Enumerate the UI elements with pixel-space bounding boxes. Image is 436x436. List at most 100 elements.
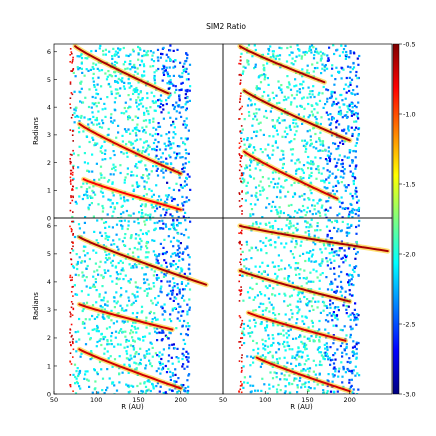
disc-speckle (321, 52, 325, 55)
disc-speckle (169, 262, 172, 265)
disc-speckle (240, 131, 243, 134)
inner-edge-mark (238, 390, 240, 392)
disc-speckle (298, 379, 301, 382)
disc-speckle (259, 129, 262, 132)
disc-speckle (344, 140, 347, 143)
disc-speckle (184, 228, 188, 231)
disc-speckle (132, 347, 136, 350)
disc-speckle (355, 240, 358, 244)
disc-speckle (99, 165, 103, 168)
disc-speckle (267, 47, 270, 51)
disc-speckle (87, 123, 90, 126)
disc-speckle (345, 234, 349, 237)
disc-speckle (150, 342, 153, 345)
disc-speckle (295, 84, 298, 87)
inner-edge-mark (69, 315, 72, 318)
inner-edge-mark (238, 341, 240, 343)
disc-speckle (115, 277, 118, 280)
disc-speckle (174, 368, 177, 371)
disc-speckle (176, 391, 179, 394)
inner-edge-mark (70, 169, 73, 172)
disc-speckle (341, 207, 344, 210)
disc-speckle (175, 101, 178, 104)
disc-speckle (127, 280, 130, 283)
disc-speckle (347, 125, 350, 128)
disc-speckle (75, 370, 78, 373)
disc-speckle (244, 199, 247, 202)
disc-speckle (245, 164, 248, 167)
disc-speckle (301, 169, 304, 172)
disc-speckle (246, 291, 250, 294)
disc-speckle (75, 340, 78, 343)
disc-speckle (303, 193, 306, 196)
disc-speckle (108, 343, 111, 346)
disc-speckle (339, 290, 342, 293)
disc-speckle (104, 115, 107, 118)
disc-speckle (77, 274, 80, 277)
disc-speckle (114, 169, 117, 172)
disc-speckle (73, 112, 76, 115)
disc-speckle (286, 336, 289, 339)
disc-speckle (115, 136, 118, 139)
disc-speckle (170, 320, 173, 323)
disc-speckle (88, 318, 91, 321)
disc-speckle (74, 392, 78, 394)
disc-speckle (350, 224, 353, 227)
disc-speckle (97, 101, 100, 104)
disc-speckle (107, 133, 110, 136)
disc-speckle (266, 324, 269, 327)
inner-edge-mark (69, 332, 71, 334)
inner-edge-mark (239, 97, 241, 100)
disc-speckle (349, 52, 352, 55)
disc-speckle (311, 93, 314, 96)
disc-speckle (147, 283, 150, 286)
disc-speckle (168, 280, 172, 283)
disc-speckle (320, 198, 323, 202)
disc-speckle (311, 204, 314, 207)
disc-speckle (112, 322, 115, 325)
disc-speckle (329, 363, 332, 366)
disc-speckle (110, 120, 113, 123)
disc-speckle (307, 259, 310, 262)
disc-speckle (307, 358, 310, 361)
x-axis-label: R (AU) (121, 403, 144, 411)
disc-speckle (276, 133, 279, 136)
disc-speckle (172, 236, 175, 239)
disc-speckle (341, 201, 344, 204)
disc-speckle (340, 247, 343, 250)
disc-speckle (155, 165, 158, 168)
disc-speckle (149, 362, 152, 365)
disc-speckle (106, 304, 109, 307)
inner-edge-mark (241, 244, 243, 246)
disc-speckle (87, 379, 90, 382)
disc-speckle (325, 216, 328, 218)
disc-speckle (129, 278, 132, 281)
disc-speckle (346, 360, 349, 364)
disc-speckle (184, 93, 187, 96)
disc-speckle (140, 215, 143, 218)
inner-edge-mark (72, 341, 74, 344)
disc-speckle (330, 280, 333, 283)
disc-speckle (184, 157, 187, 160)
disc-speckle (310, 300, 313, 303)
disc-speckle (322, 309, 325, 312)
disc-speckle (262, 68, 265, 71)
disc-speckle (303, 382, 306, 386)
disc-speckle (186, 137, 189, 140)
disc-speckle (349, 386, 352, 389)
disc-speckle (333, 226, 336, 229)
disc-speckle (107, 316, 110, 319)
disc-speckle (271, 227, 275, 230)
disc-speckle (249, 214, 252, 217)
disc-speckle (100, 368, 103, 371)
disc-speckle (257, 122, 260, 125)
disc-speckle (100, 173, 103, 177)
disc-speckle (254, 115, 257, 118)
disc-speckle (149, 215, 152, 218)
disc-speckle (303, 269, 306, 272)
disc-speckle (336, 48, 339, 51)
disc-speckle (256, 249, 259, 252)
disc-speckle (97, 203, 100, 206)
disc-speckle (135, 316, 138, 319)
disc-speckle (334, 278, 337, 281)
